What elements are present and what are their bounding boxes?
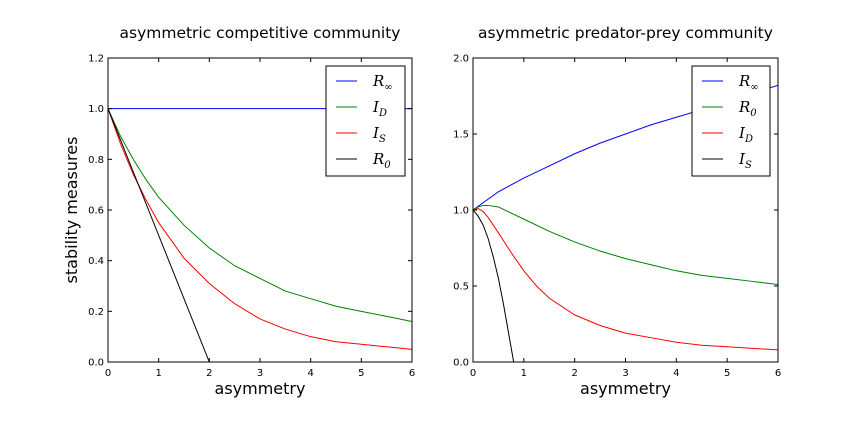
- legend: R∞ R0 ID IS: [691, 65, 771, 177]
- y-tick-label: 0.0: [88, 358, 104, 369]
- chart-panel-2: 0 1 2 3 4 5 6 0.0 0.5 1.0 1.5 2.0 asymmetric predato…: [453, 24, 781, 398]
- y-tick-label: 0.4: [88, 256, 104, 267]
- legend-entry: IS: [372, 124, 386, 145]
- y-tick-label: 1.2: [88, 54, 104, 65]
- y-tick-label: 1.0: [88, 104, 104, 115]
- legend-entry: ID: [372, 98, 387, 119]
- x-tick-label: 2: [571, 368, 577, 379]
- x-tick-label: 3: [622, 368, 628, 379]
- y-tick-label: 2.0: [453, 54, 469, 65]
- x-tick-label: 4: [307, 368, 313, 379]
- series-line-id-2: [473, 207, 778, 351]
- y-tick-label: 0.2: [88, 307, 104, 318]
- y-axis-label: stability measures: [62, 137, 81, 284]
- y-tick-label: 0.6: [88, 206, 104, 217]
- x-tick-label: 5: [358, 368, 364, 379]
- series-line-id-1: [108, 108, 412, 322]
- chart-panel-1: 0 1 2 3 4 5 6 0.0 0.2 0.4 0.6 0.8 1.0 1.2 asymmetric c…: [62, 24, 415, 398]
- chart-title: asymmetric predator-prey community: [478, 24, 773, 42]
- legend: R∞ ID IS R0: [325, 65, 406, 177]
- legend-box: [691, 65, 771, 177]
- legend-entry: IS: [738, 150, 752, 171]
- x-tick-label: 1: [521, 368, 527, 379]
- x-tick-label: 6: [775, 368, 781, 379]
- y-tick-label: 0.0: [453, 358, 469, 369]
- x-tick-label: 2: [206, 368, 212, 379]
- legend-entry: ID: [738, 124, 753, 145]
- x-tick-label: 5: [724, 368, 730, 379]
- legend-entry: R0: [738, 98, 757, 119]
- x-tick-label: 6: [409, 368, 415, 379]
- series-line-r0-3: [108, 108, 210, 362]
- x-axis-label: asymmetry: [580, 379, 671, 398]
- x-tick-label: 0: [470, 368, 476, 379]
- y-tick-label: 1.0: [453, 206, 469, 217]
- x-tick-label: 3: [257, 368, 263, 379]
- y-tick-label: 1.5: [453, 130, 469, 141]
- x-axis-label: asymmetry: [215, 379, 306, 398]
- series-line-is-3: [473, 209, 515, 362]
- legend-entry: R0: [372, 150, 391, 171]
- y-tick-label: 0.8: [88, 155, 104, 166]
- legend-entry: R∞: [372, 72, 393, 93]
- y-tick-label: 0.5: [453, 282, 469, 293]
- legend-entry: R∞: [738, 72, 759, 93]
- x-tick-label: 4: [673, 368, 679, 379]
- legend-box: [325, 65, 406, 177]
- chart-title: asymmetric competitive community: [120, 24, 401, 42]
- x-tick-label: 1: [155, 368, 161, 379]
- x-tick-label: 0: [105, 368, 111, 379]
- series-line-r0-1: [473, 204, 778, 285]
